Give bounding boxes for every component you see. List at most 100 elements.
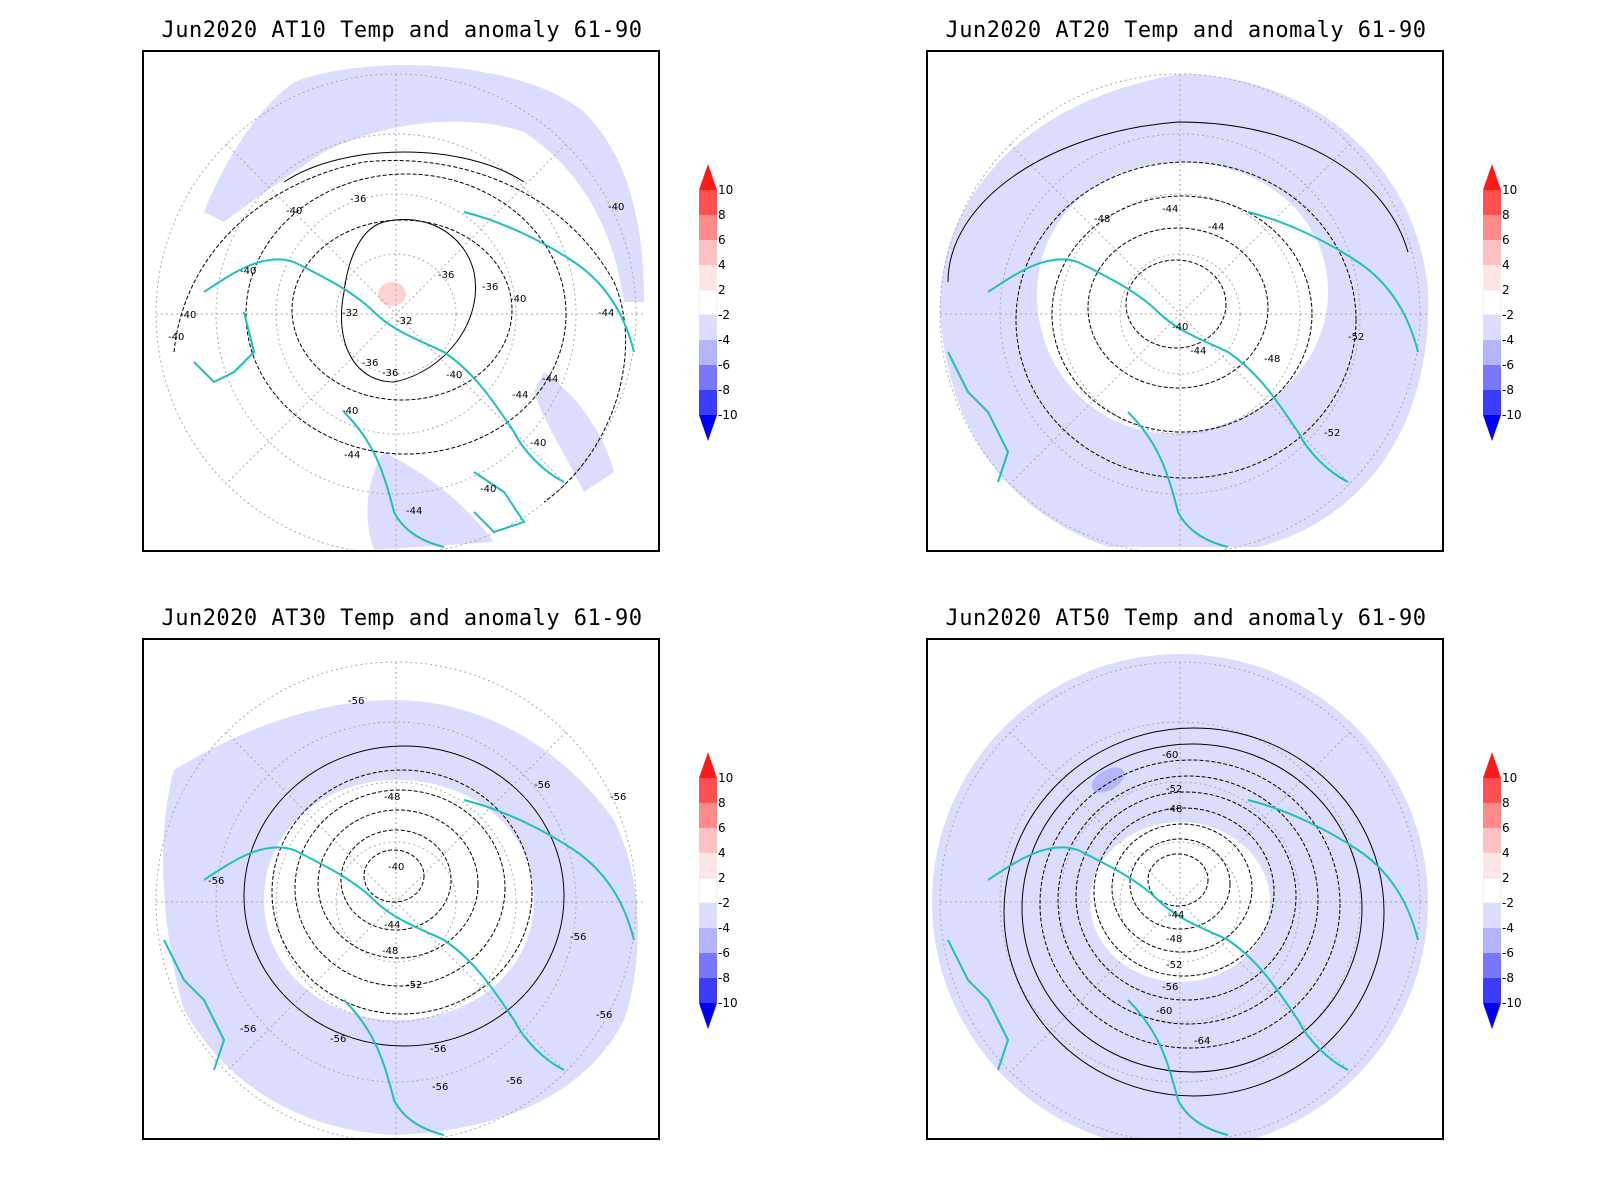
panel-title: Jun2020 AT20 Temp and anomaly 61-90 bbox=[945, 18, 1427, 43]
colorbar-label: 6 bbox=[718, 233, 726, 247]
contour-label: -44 bbox=[542, 374, 558, 385]
contour-label: -48 bbox=[1166, 804, 1182, 815]
colorbar-label: 8 bbox=[718, 208, 726, 222]
panel-at20: Jun2020 AT20 Temp and anomaly 61-90 -48 … bbox=[926, 18, 1566, 578]
contour-label: -44 bbox=[1208, 222, 1224, 233]
meridian bbox=[225, 731, 567, 1073]
panel-at30: Jun2020 AT30 Temp and anomaly 61-90 -56 … bbox=[142, 606, 782, 1166]
colorbar-label: 4 bbox=[718, 846, 726, 860]
colorbar-label: -4 bbox=[1502, 333, 1514, 347]
polar-map-frame: -48 -44 -44 -40 -44 -48 -52 -52 bbox=[926, 50, 1444, 552]
colorbar-label: 10 bbox=[1502, 183, 1518, 197]
temperature-contour bbox=[173, 160, 626, 503]
temperature-contour bbox=[1111, 823, 1253, 953]
contour-label: -48 bbox=[384, 792, 400, 803]
panel-at10: Jun2020 AT10 Temp and anomaly 61-90 bbox=[142, 18, 782, 578]
polar-map-frame: -60 -52 -48 -44 -48 -52 -56 -60 -64 bbox=[926, 638, 1444, 1140]
coastline bbox=[343, 999, 445, 1136]
contour-label: -36 bbox=[482, 282, 498, 293]
colorbar-label: 10 bbox=[718, 771, 734, 785]
coastline bbox=[987, 846, 1349, 1071]
contour-label: -56 bbox=[348, 696, 364, 707]
temperature-contour bbox=[271, 769, 533, 1015]
temperature-contour bbox=[947, 121, 1409, 283]
coastline bbox=[463, 211, 635, 353]
colorbar-label: -2 bbox=[718, 896, 730, 910]
temperature-contour bbox=[1129, 838, 1231, 930]
contour-label: -56 bbox=[432, 1082, 448, 1093]
negative-anomaly-area bbox=[204, 65, 644, 302]
contour-label: -60 bbox=[1162, 750, 1178, 761]
coastline bbox=[947, 939, 1010, 1071]
contour-label: -40 bbox=[446, 370, 462, 381]
temperature-contour bbox=[363, 849, 425, 903]
colorbar-label: 6 bbox=[1502, 233, 1510, 247]
contour-label: -56 bbox=[430, 1044, 446, 1055]
negative-anomaly-area-medium bbox=[1091, 767, 1125, 793]
colorbar-label: 2 bbox=[718, 871, 726, 885]
colorbar-label: -4 bbox=[718, 333, 730, 347]
colorbar-label: -2 bbox=[1502, 896, 1514, 910]
polar-stereographic-map: -48 -44 -44 -40 -44 -48 -52 -52 bbox=[939, 73, 1430, 550]
contour-label: -44 bbox=[1168, 910, 1184, 921]
meridian bbox=[225, 143, 567, 485]
colorbar-label: -8 bbox=[718, 971, 730, 985]
contour-label: -40 bbox=[180, 310, 196, 321]
contour-label: -36 bbox=[438, 270, 454, 281]
contour-label: -56 bbox=[330, 1034, 346, 1045]
contour-label: -44 bbox=[406, 506, 422, 517]
coastline bbox=[473, 471, 526, 534]
colorbar-label: -6 bbox=[718, 358, 730, 372]
contour-label: -44 bbox=[512, 390, 528, 401]
colorbar-label: -6 bbox=[1502, 946, 1514, 960]
contour-label: -40 bbox=[608, 202, 624, 213]
contour-label: -56 bbox=[208, 876, 224, 887]
contour-label: -36 bbox=[350, 194, 366, 205]
coastline bbox=[1127, 999, 1229, 1136]
colorbar-label: 4 bbox=[718, 258, 726, 272]
contour-label: -40 bbox=[168, 332, 184, 343]
temperature-contour bbox=[1039, 759, 1341, 1049]
polar-stereographic-map: -60 -52 -48 -44 -48 -52 -56 -60 -64 bbox=[932, 654, 1430, 1138]
contour-label: -40 bbox=[388, 862, 404, 873]
anomaly-colorbar: 10 8 6 4 2 -2 -4 -6 -8 -10 bbox=[698, 164, 768, 454]
negative-anomaly-area bbox=[534, 372, 614, 492]
contour-label: -56 bbox=[610, 792, 626, 803]
temperature-contour bbox=[245, 173, 567, 455]
anomaly-colorbar: 10 8 6 4 2 -2 -4 -6 -8 -10 bbox=[698, 752, 768, 1042]
colorbar-label: -6 bbox=[718, 946, 730, 960]
coastline bbox=[193, 311, 256, 384]
contour-label: -52 bbox=[1166, 960, 1182, 971]
contour-label: -48 bbox=[1166, 934, 1182, 945]
temperature-contour bbox=[1147, 853, 1209, 907]
contour-label: -44 bbox=[384, 920, 400, 931]
meridian bbox=[1009, 143, 1351, 485]
coastline bbox=[947, 351, 1010, 483]
colorbar-label: 8 bbox=[1502, 208, 1510, 222]
colorbar-label: -4 bbox=[718, 921, 730, 935]
contour-label: -56 bbox=[1162, 982, 1178, 993]
temperature-contour bbox=[294, 789, 506, 987]
colorbar-label: -8 bbox=[1502, 383, 1514, 397]
contour-label: -52 bbox=[1348, 332, 1364, 343]
temperature-contour bbox=[1087, 227, 1269, 389]
colorbar-scale bbox=[698, 164, 718, 441]
temperature-contour bbox=[1003, 727, 1385, 1097]
colorbar-label: 4 bbox=[1502, 846, 1510, 860]
temperature-contour bbox=[1075, 791, 1297, 1001]
colorbar-label: -6 bbox=[1502, 358, 1514, 372]
contour-label: -48 bbox=[382, 946, 398, 957]
colorbar-label: 2 bbox=[1502, 283, 1510, 297]
colorbar-label: -10 bbox=[718, 996, 738, 1010]
colorbar-label: 4 bbox=[1502, 258, 1510, 272]
contour-label: -40 bbox=[240, 266, 256, 277]
contour-label: -52 bbox=[406, 980, 422, 991]
temperature-contour bbox=[291, 219, 513, 401]
polar-map-frame: -40 -36 -40 -40 -36 -36 -40 -32 -32 -40 … bbox=[142, 50, 660, 552]
colorbar-label: -8 bbox=[1502, 971, 1514, 985]
contour-label: -40 bbox=[1172, 322, 1188, 333]
coastline bbox=[203, 258, 565, 483]
colorbar-label: 8 bbox=[718, 796, 726, 810]
temperature-contour bbox=[1057, 775, 1319, 1025]
coastline bbox=[987, 258, 1349, 483]
